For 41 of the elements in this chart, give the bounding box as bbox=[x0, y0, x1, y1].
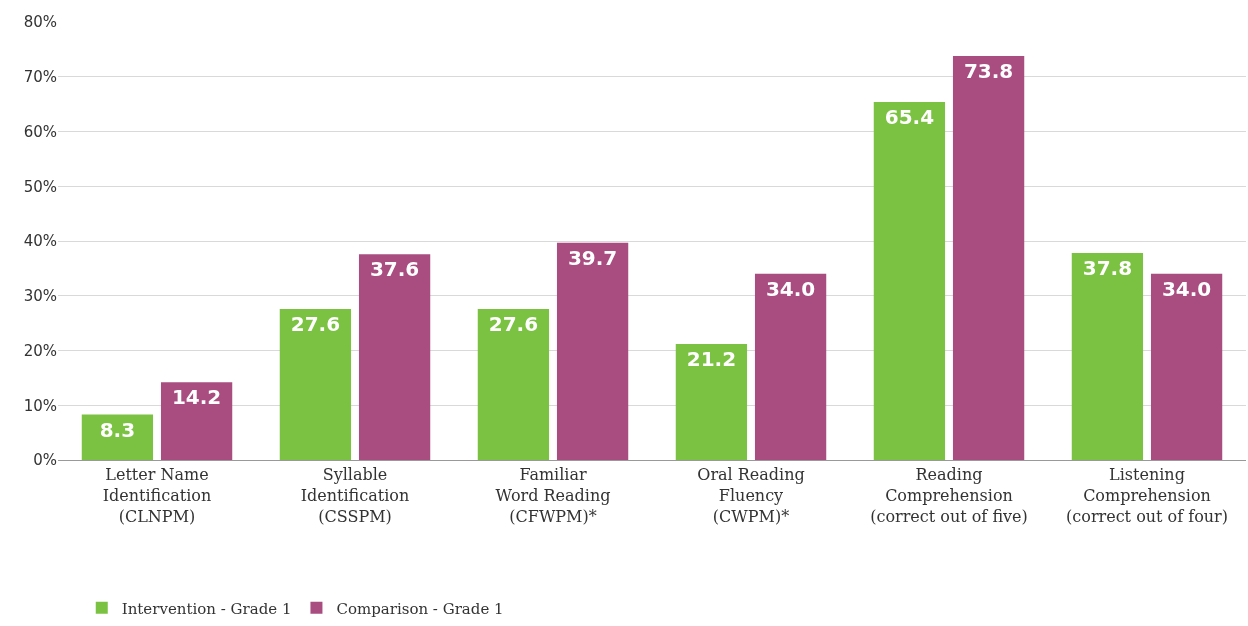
data-label: 39.7 bbox=[567, 245, 618, 270]
data-label: 34.0 bbox=[1161, 276, 1212, 301]
bar bbox=[873, 101, 946, 460]
data-label: 27.6 bbox=[488, 311, 539, 336]
y-tick-label: 10% bbox=[23, 396, 57, 415]
x-tick-label: Oral Reading Fluency (CWPM)* bbox=[697, 465, 805, 526]
bar bbox=[81, 414, 154, 460]
bar bbox=[952, 55, 1025, 460]
y-tick-label: 50% bbox=[23, 177, 57, 196]
data-label: 73.8 bbox=[963, 58, 1014, 83]
y-tick-label: 30% bbox=[23, 287, 57, 305]
x-tick-label: Reading Comprehension (correct out of five) bbox=[870, 465, 1028, 526]
x-tick-label: Familiar Word Reading (CFWPM)* bbox=[495, 465, 611, 526]
legend-label: Intervention - Grade 1 bbox=[121, 599, 292, 618]
bar bbox=[675, 343, 748, 460]
data-label: 34.0 bbox=[765, 276, 816, 301]
bar bbox=[279, 308, 352, 460]
y-tick-label: 0% bbox=[33, 451, 57, 470]
bar bbox=[1150, 273, 1223, 460]
x-tick-label: Letter Name Identification (CLNPM) bbox=[102, 465, 212, 526]
data-label: 21.2 bbox=[686, 346, 737, 371]
data-label: 37.8 bbox=[1082, 256, 1133, 281]
y-tick-label: 60% bbox=[23, 122, 57, 141]
bar bbox=[754, 273, 827, 460]
bar bbox=[556, 242, 629, 460]
y-tick-label: 20% bbox=[23, 341, 57, 360]
data-label: 37.6 bbox=[369, 257, 420, 282]
bar bbox=[358, 254, 431, 460]
y-tick-label: 80% bbox=[23, 13, 57, 32]
bar bbox=[477, 308, 550, 460]
bar bbox=[160, 382, 233, 460]
data-label: 27.6 bbox=[290, 311, 341, 336]
y-tick-label: 70% bbox=[23, 68, 57, 86]
data-label: 14.2 bbox=[171, 385, 222, 410]
data-label: 65.4 bbox=[884, 104, 935, 129]
legend-label: Comparison - Grade 1 bbox=[336, 599, 504, 618]
bar bbox=[1071, 253, 1144, 460]
x-tick-label: Listening Comprehension (correct out of four) bbox=[1066, 465, 1228, 526]
data-label: 8.3 bbox=[99, 417, 136, 442]
x-tick-label: Syllable Identification (CSSPM) bbox=[300, 465, 410, 526]
y-tick-label: 40% bbox=[23, 232, 57, 251]
